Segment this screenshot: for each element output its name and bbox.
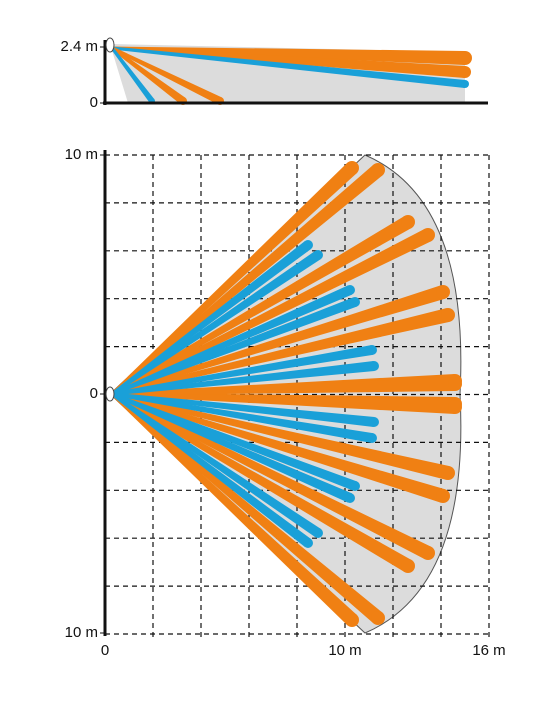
beam <box>111 392 446 503</box>
x-label: 10 m <box>328 642 361 659</box>
beam-end <box>371 611 385 625</box>
top-y-label: 10 m <box>65 624 98 641</box>
beam <box>111 392 321 538</box>
beam <box>110 162 357 396</box>
beams <box>110 46 472 627</box>
beam <box>111 46 466 65</box>
beam <box>110 47 155 103</box>
beam-end <box>458 51 472 65</box>
x-label: 0 <box>101 642 109 659</box>
beam-end <box>369 361 379 371</box>
beam <box>111 250 321 396</box>
beam <box>111 164 383 396</box>
beam <box>111 392 373 443</box>
beam-end <box>345 493 355 503</box>
beam <box>111 308 450 396</box>
beam <box>111 285 446 396</box>
side-detector <box>105 37 115 53</box>
beam <box>111 392 312 547</box>
beam-end <box>345 161 359 175</box>
beam <box>111 392 357 491</box>
beam-end <box>350 481 360 491</box>
beam-end <box>441 308 455 322</box>
x-label: 16 m <box>472 642 505 659</box>
beam-end <box>448 377 462 391</box>
beam <box>110 392 357 626</box>
beam-end <box>459 66 471 78</box>
beam <box>111 392 375 427</box>
beam-end <box>313 528 323 538</box>
beam <box>111 46 186 105</box>
beam <box>111 297 357 396</box>
beam <box>111 392 412 573</box>
beam <box>111 46 222 105</box>
top-y-label: 0 <box>90 385 98 402</box>
beam <box>111 377 456 396</box>
beam-end <box>421 228 435 242</box>
side-y-label: 2.4 m <box>60 38 98 55</box>
beam <box>111 392 456 414</box>
beam-end <box>401 559 415 573</box>
beam <box>111 46 466 78</box>
beam-end <box>313 250 323 260</box>
beam <box>111 46 466 88</box>
beam-end <box>401 215 415 229</box>
beam-end <box>421 546 435 560</box>
beam <box>111 345 373 396</box>
beam <box>111 228 432 396</box>
beam <box>111 392 450 480</box>
beam-end <box>367 433 377 443</box>
beam-end <box>436 489 450 503</box>
beam <box>111 392 383 624</box>
beam-end <box>441 466 455 480</box>
beam-end <box>436 285 450 299</box>
beam-end <box>461 80 469 88</box>
beam <box>111 361 375 396</box>
beam-end <box>345 285 355 295</box>
top-y-label: 10 m <box>65 146 98 163</box>
beam-end <box>345 613 359 627</box>
beam <box>111 392 353 503</box>
beam-end <box>369 417 379 427</box>
top-detector <box>105 386 115 402</box>
beam <box>111 241 312 396</box>
beam-end <box>303 538 313 548</box>
beam-end <box>371 163 385 177</box>
beam <box>111 285 353 396</box>
beam <box>111 215 412 396</box>
beam-end <box>303 240 313 250</box>
beam-end <box>350 297 360 307</box>
beam-end <box>448 400 462 414</box>
beam <box>111 392 432 560</box>
beam-end <box>367 345 377 355</box>
side-y-label: 0 <box>90 94 98 111</box>
